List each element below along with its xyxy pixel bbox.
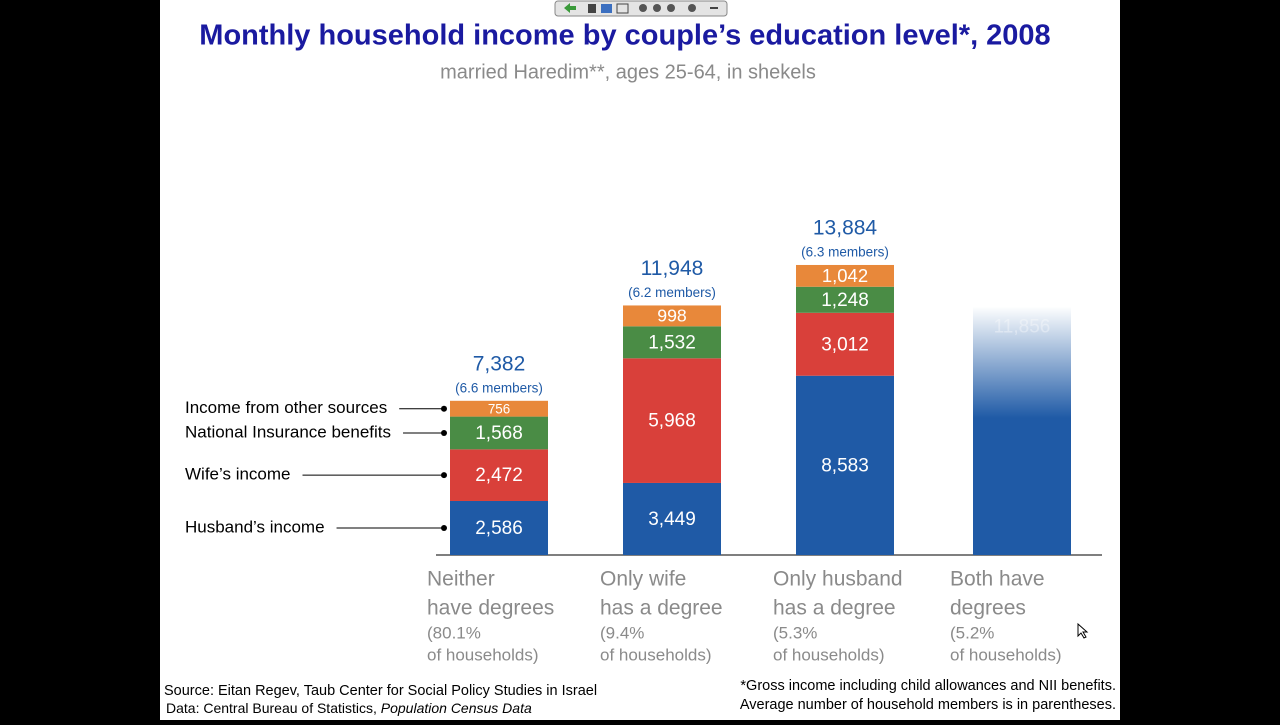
segment-label: 3,012 — [821, 334, 869, 355]
source-data: Data: Central Bureau of Statistics, Popu… — [166, 700, 532, 716]
total-label: 11,856 — [994, 316, 1051, 337]
legend-dot — [441, 472, 447, 479]
bar-segment — [450, 500, 548, 555]
total-label: 11,948 — [641, 257, 704, 280]
segment-label: 5,968 — [648, 411, 696, 432]
bar-segment — [796, 264, 894, 287]
bar-segment — [450, 400, 548, 417]
legend-dot — [441, 524, 447, 531]
household-label: (9.4% — [600, 623, 644, 642]
player-toolbar[interactable] — [554, 0, 728, 17]
legend-dot — [441, 405, 447, 412]
household-label: (5.2% — [950, 623, 994, 642]
segment-label: 1,568 — [475, 423, 523, 444]
members-label: (6.3 members) — [801, 245, 889, 260]
segment-label: 756 — [488, 401, 510, 416]
household-label: (5.3% — [773, 623, 817, 642]
cursor — [1077, 622, 1089, 639]
legend-label: National Insurance benefits — [185, 422, 391, 441]
x-tick-label: Both have — [950, 568, 1045, 591]
x-tick-label: degrees — [950, 597, 1026, 620]
segment-label: 2,472 — [475, 465, 523, 486]
source: Source: Eitan Regev, Taub Center for Soc… — [164, 683, 597, 699]
bar-segment — [796, 286, 894, 313]
total-label: 7,382 — [473, 352, 526, 375]
source-title: Population Census Data — [381, 700, 532, 716]
legend-label: Wife’s income — [185, 465, 291, 484]
bar-segment — [450, 449, 548, 501]
x-tick-label: have degrees — [427, 597, 554, 620]
legend-label: Income from other sources — [185, 398, 387, 417]
bar-segment — [623, 326, 721, 359]
bar-segment — [623, 305, 721, 327]
x-tick-label: Only husband — [773, 568, 903, 591]
household-label: of households) — [950, 645, 1062, 664]
chart-title: Monthly household income by couple’s edu… — [199, 20, 1050, 52]
bar-segment — [623, 482, 721, 555]
total-label: 13,884 — [813, 217, 878, 240]
bar-segment — [623, 358, 721, 483]
segment-label: 998 — [657, 306, 687, 326]
x-tick-label: Only wife — [600, 568, 686, 591]
segment-label: 1,248 — [821, 290, 869, 311]
segment-label: 1,042 — [822, 265, 868, 286]
chart-subtitle: married Haredim**, ages 25-64, in shekel… — [440, 61, 816, 83]
segment-label: 8,583 — [821, 455, 869, 476]
household-label: (80.1% — [427, 623, 481, 642]
legend-label: Husband’s income — [185, 517, 325, 536]
bar-fade — [973, 306, 1071, 555]
x-tick-label: has a degree — [600, 597, 723, 620]
bar-segment — [450, 416, 548, 450]
x-tick-label: Neither — [427, 568, 495, 591]
segment-label: 3,449 — [648, 509, 696, 530]
note: *Gross income including child allowances… — [740, 678, 1116, 694]
members-label: (6.6 members) — [455, 380, 543, 395]
household-label: of households) — [773, 645, 885, 664]
source-text: Data: Central Bureau of Statistics, — [166, 700, 381, 716]
segment-label: 2,586 — [475, 518, 523, 539]
members-label: (6.2 members) — [628, 285, 716, 300]
household-label: of households) — [427, 645, 539, 664]
household-label: of households) — [600, 645, 712, 664]
legend-dot — [441, 429, 447, 436]
x-tick-label: has a degree — [773, 597, 896, 620]
bar-segment — [796, 312, 894, 376]
bar-segment — [796, 375, 894, 555]
segment-label: 1,532 — [648, 332, 696, 353]
note: Average number of household members is i… — [740, 697, 1116, 713]
